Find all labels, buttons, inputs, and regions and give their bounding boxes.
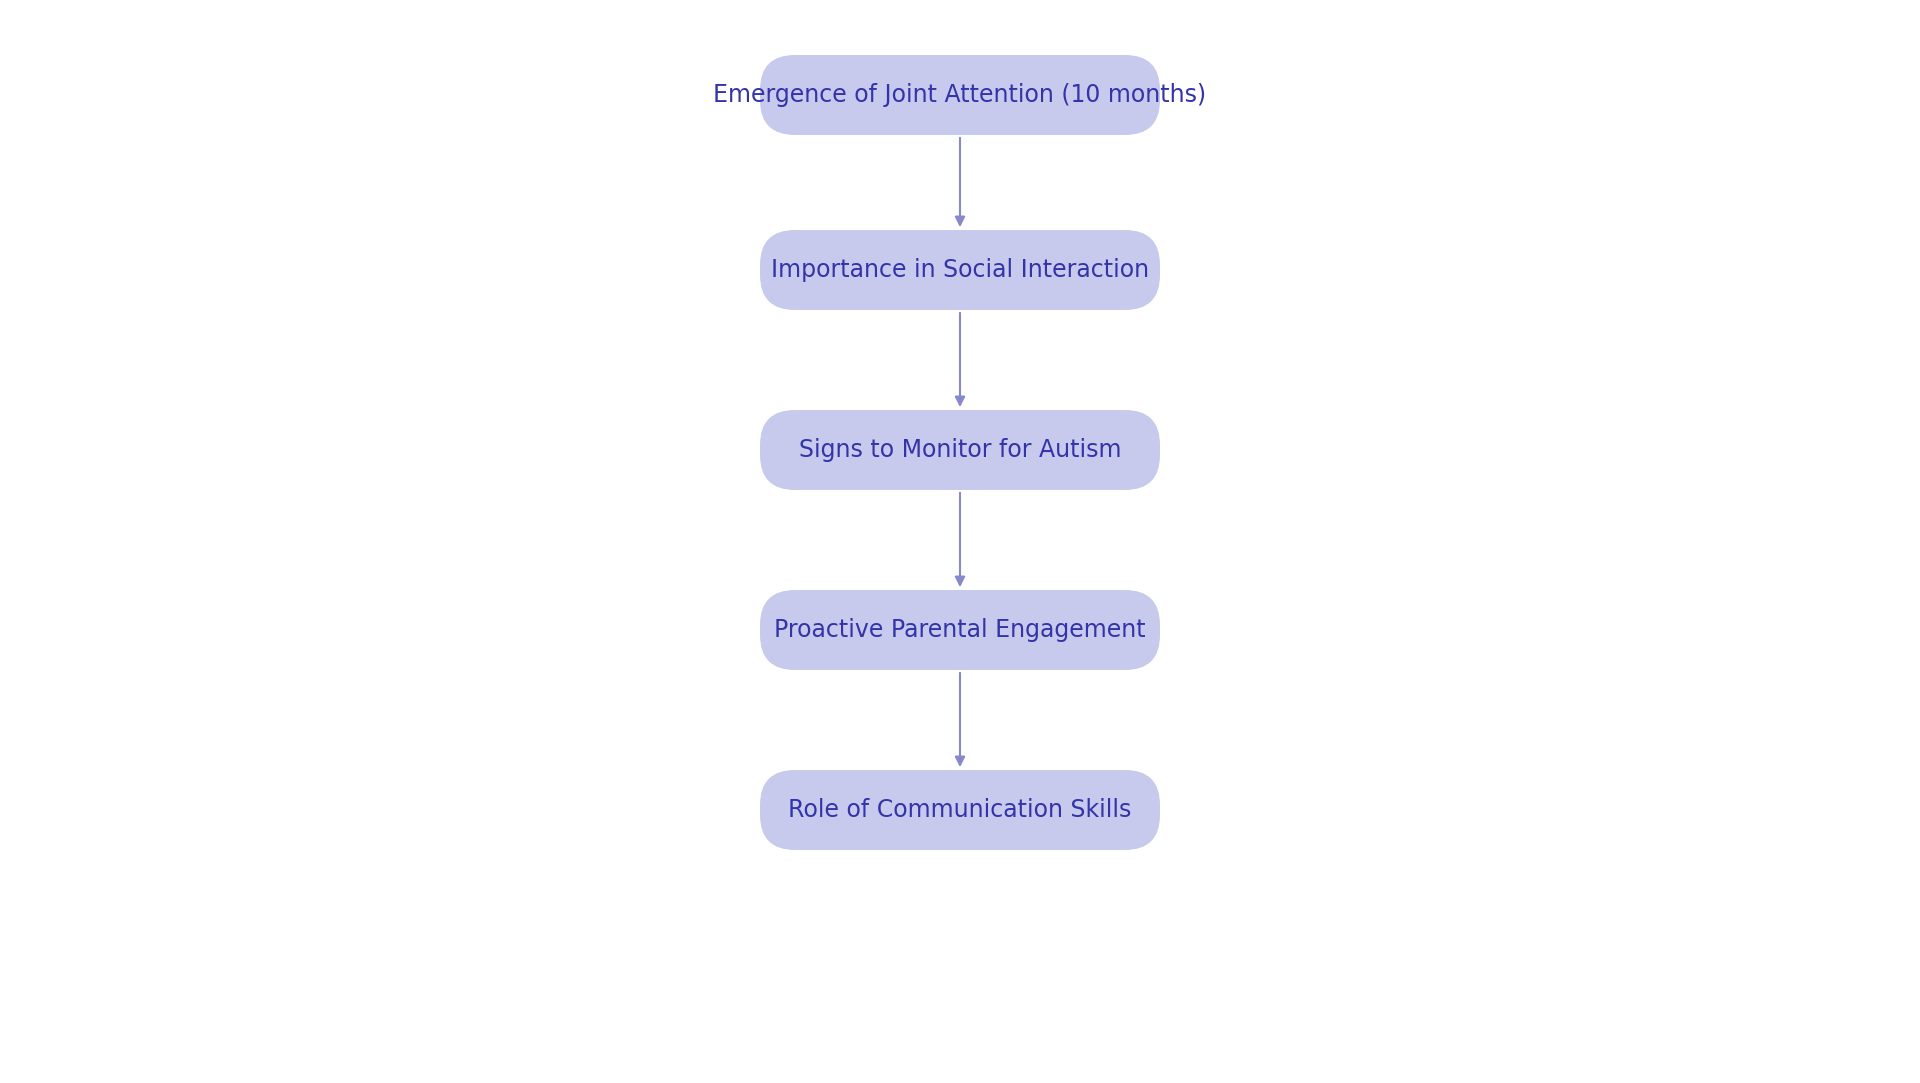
FancyBboxPatch shape — [760, 55, 1160, 135]
Text: Signs to Monitor for Autism: Signs to Monitor for Autism — [799, 438, 1121, 462]
Text: Proactive Parental Engagement: Proactive Parental Engagement — [774, 618, 1146, 642]
FancyBboxPatch shape — [760, 230, 1160, 310]
FancyBboxPatch shape — [760, 590, 1160, 670]
FancyBboxPatch shape — [760, 410, 1160, 490]
Text: Role of Communication Skills: Role of Communication Skills — [789, 798, 1131, 822]
FancyBboxPatch shape — [760, 770, 1160, 850]
Text: Emergence of Joint Attention (10 months): Emergence of Joint Attention (10 months) — [714, 83, 1206, 107]
Text: Importance in Social Interaction: Importance in Social Interaction — [772, 258, 1148, 282]
